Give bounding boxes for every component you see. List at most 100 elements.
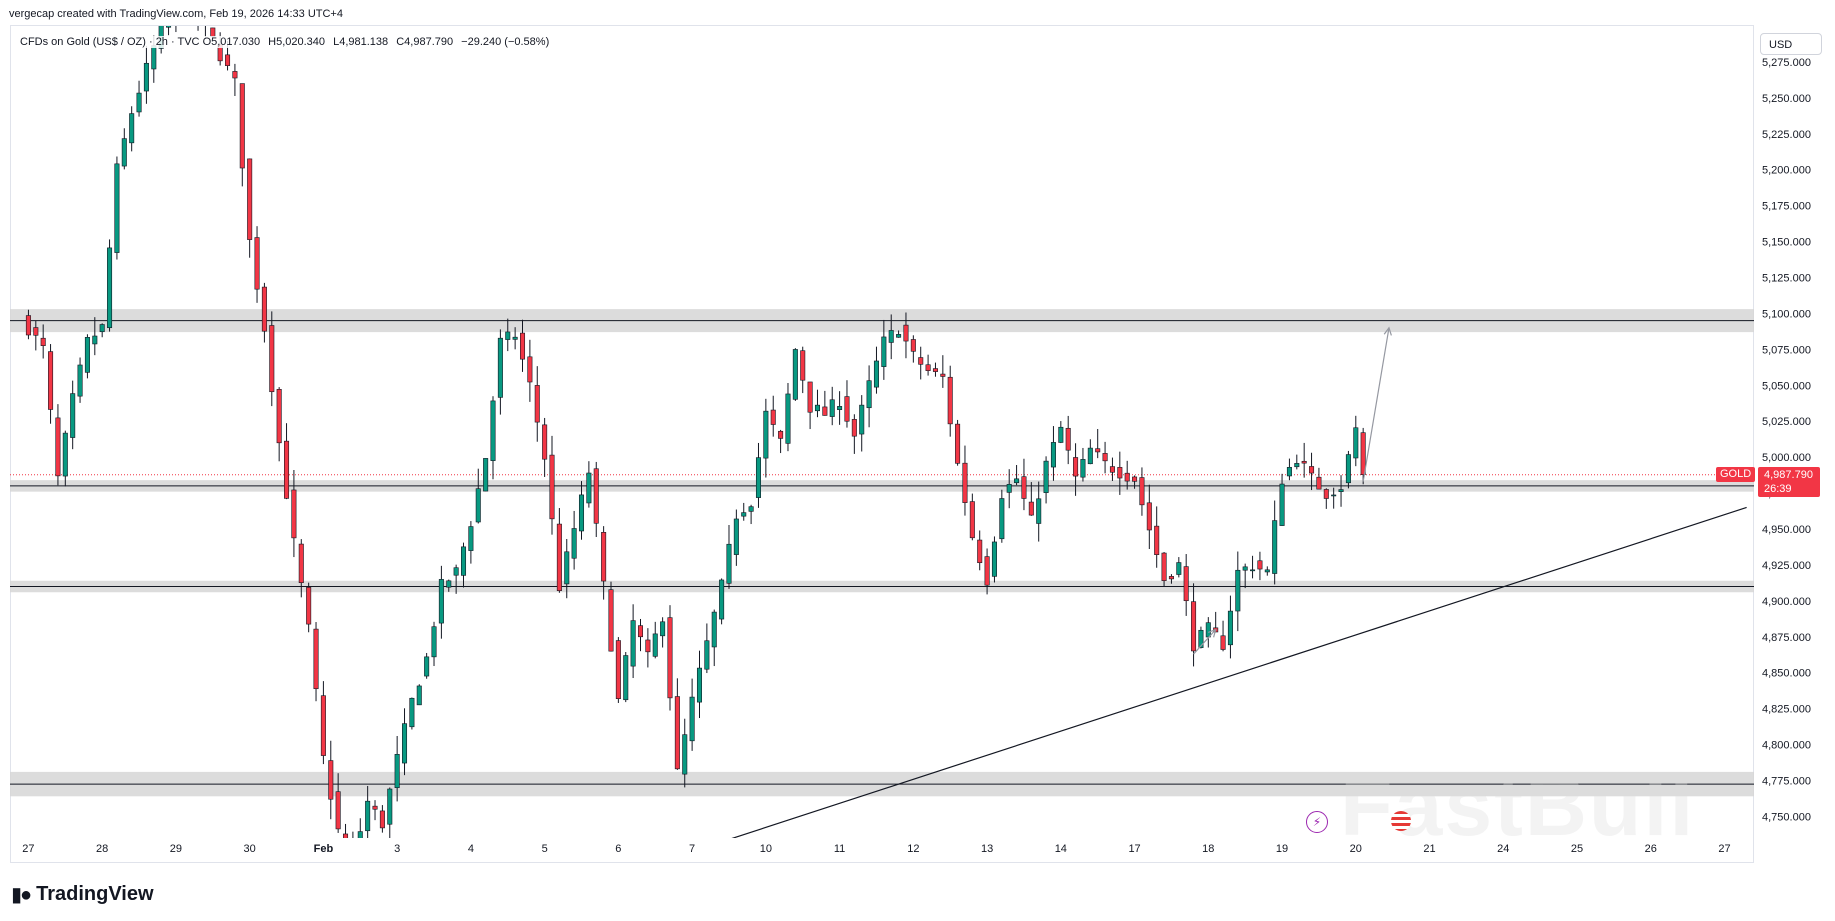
candle	[1353, 415, 1359, 467]
tradingview-logo[interactable]: ▮● TradingView	[11, 882, 154, 907]
candle	[352, 831, 354, 838]
candle	[556, 508, 562, 593]
currency-button[interactable]: USD	[1760, 33, 1822, 55]
candle-body	[1109, 466, 1115, 473]
symbol-title[interactable]: CFDs on Gold (US$ / OZ) · 2h · TVC	[20, 36, 200, 48]
candle-body	[1360, 432, 1366, 475]
candle	[778, 429, 784, 454]
candle-body	[1235, 569, 1241, 612]
candle	[770, 395, 776, 437]
candle	[372, 800, 378, 821]
x-tick-label: 19	[1276, 843, 1288, 855]
candle	[409, 697, 415, 730]
y-tick-label: 4,950.000	[1762, 524, 1811, 536]
candle-body	[748, 506, 754, 512]
x-tick-label: 29	[170, 843, 182, 855]
y-tick-label: 5,225.000	[1762, 129, 1811, 141]
y-tick-label: 5,125.000	[1762, 273, 1811, 285]
candle-body	[1183, 566, 1189, 602]
candle-body	[1301, 460, 1307, 464]
candle-body	[121, 138, 127, 167]
candle	[1065, 415, 1071, 465]
candle-body	[1073, 457, 1079, 477]
candle	[829, 386, 835, 426]
candle	[792, 348, 798, 401]
candle-body	[1154, 525, 1160, 555]
candle	[726, 524, 732, 589]
y-tick-label: 5,275.000	[1762, 57, 1811, 69]
candle	[1272, 500, 1278, 585]
candle	[630, 604, 636, 679]
candle-body	[343, 833, 349, 838]
candle	[814, 389, 820, 418]
candle	[844, 380, 850, 428]
lightning-icon[interactable]: ⚡	[1306, 811, 1328, 833]
candle-body	[276, 389, 282, 444]
candle-body	[1279, 483, 1285, 526]
candle-body	[859, 404, 865, 435]
candle	[519, 319, 526, 372]
candle-body	[1264, 569, 1270, 573]
candle	[335, 773, 341, 833]
candle-body	[851, 419, 857, 437]
candle-body	[608, 589, 614, 652]
candle-body	[704, 640, 710, 670]
logo-text: TradingView	[36, 883, 154, 905]
candle	[667, 605, 673, 711]
candle	[940, 355, 946, 388]
candle	[873, 346, 879, 394]
candle	[204, 26, 206, 39]
candle	[896, 330, 902, 338]
candle-body	[1006, 484, 1012, 493]
candle-body	[741, 512, 747, 517]
y-tick-label: 4,875.000	[1762, 632, 1811, 644]
candle-body	[365, 800, 371, 832]
candle-body	[394, 754, 400, 789]
candle	[33, 320, 39, 351]
candle	[261, 282, 267, 343]
candle	[1338, 475, 1344, 507]
x-tick-label: 6	[615, 843, 621, 855]
candle-body	[667, 617, 673, 699]
candle	[925, 354, 931, 376]
candle-body	[918, 357, 924, 365]
y-tick-label: 5,025.000	[1762, 416, 1811, 428]
candle	[719, 578, 725, 625]
candle	[402, 708, 408, 776]
candle	[114, 156, 120, 260]
candle-body	[955, 423, 961, 464]
candle-body	[357, 831, 363, 838]
candle	[955, 419, 961, 466]
candle	[239, 83, 245, 187]
candle-body	[313, 628, 319, 690]
candle	[247, 158, 253, 258]
candle	[652, 621, 658, 659]
candle	[84, 334, 90, 379]
candle	[1036, 481, 1042, 542]
candle	[1198, 626, 1204, 649]
candle-body	[1014, 478, 1020, 484]
candle	[313, 622, 319, 702]
candle-body	[873, 360, 879, 388]
candle	[785, 383, 791, 452]
candle	[689, 678, 695, 751]
candle-body	[446, 580, 452, 588]
candle	[564, 538, 570, 599]
candle-body	[48, 351, 54, 410]
candle	[497, 329, 503, 415]
candle-body	[1146, 502, 1152, 531]
candle	[1176, 557, 1182, 578]
candle	[837, 391, 843, 425]
candle-body	[1058, 426, 1064, 443]
candle-body	[239, 83, 245, 169]
y-tick-label: 4,850.000	[1762, 668, 1811, 680]
candle	[343, 823, 349, 838]
candle-body	[866, 380, 872, 409]
candle-body	[674, 696, 680, 770]
candle	[70, 380, 76, 450]
candle	[1161, 551, 1167, 587]
us-flag-icon[interactable]	[1391, 811, 1411, 831]
candle-body	[291, 489, 297, 539]
candle-body	[991, 541, 997, 577]
